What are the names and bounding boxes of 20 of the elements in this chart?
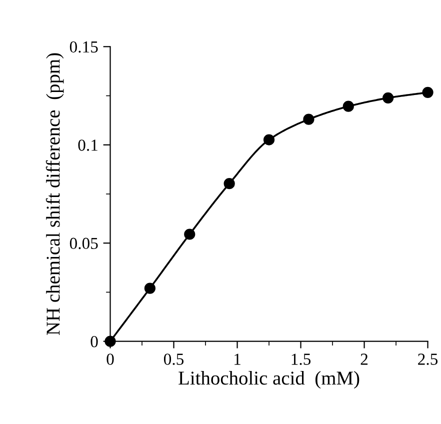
y-axis-title: NH chemical shift difference (ppm) <box>46 53 64 335</box>
x-tick-label: 1.5 <box>292 354 311 365</box>
point <box>342 100 354 112</box>
x-tick-label: 0 <box>106 354 114 365</box>
y-tick-label: 0.1 <box>78 140 98 151</box>
x-axis-title: Lithocholic acid (mM) <box>178 371 360 389</box>
point <box>303 114 314 125</box>
point <box>263 134 275 146</box>
x-tick-label: 0.5 <box>164 354 184 365</box>
y-tick-label: 0.05 <box>70 238 98 250</box>
y-tick-label: 0.15 <box>70 41 98 53</box>
point <box>422 86 434 98</box>
x-tick-label: 2 <box>360 354 368 365</box>
x-tick-label: 2.5 <box>418 354 438 365</box>
point <box>184 228 196 240</box>
point <box>382 92 394 104</box>
x-tick-label: 1 <box>234 354 240 365</box>
point <box>144 282 156 294</box>
y-tick-label: 0 <box>90 336 98 348</box>
point <box>224 178 235 190</box>
